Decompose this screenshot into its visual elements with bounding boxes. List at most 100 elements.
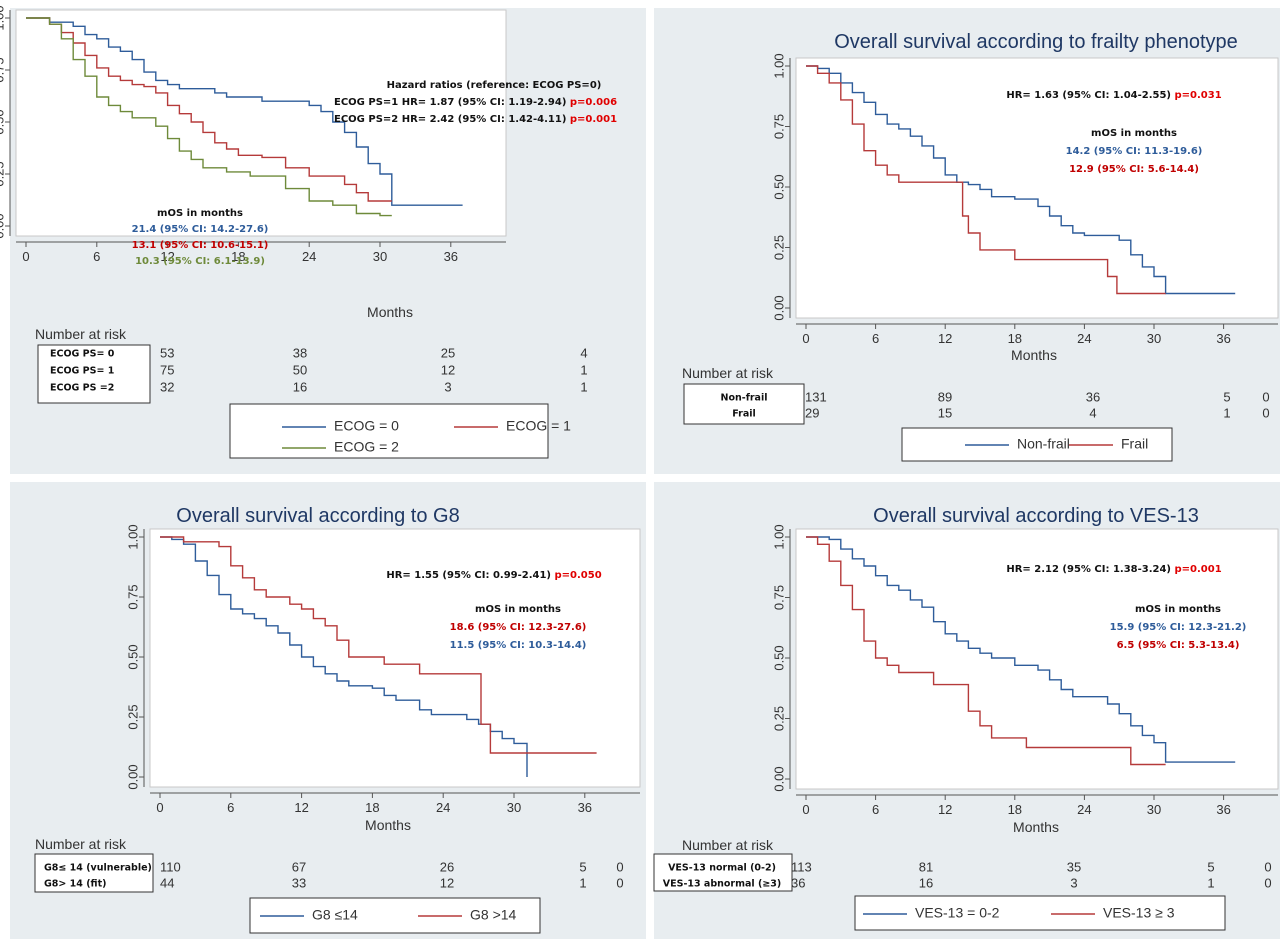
plot-area	[795, 528, 1279, 790]
chart-ecog: Overall survival according to ECOG PS0.0…	[0, 5, 681, 459]
y-tick-label: 0.50	[0, 109, 6, 134]
legend-box	[229, 403, 549, 459]
mos-line: 14.2 (95% CI: 11.3-19.6)	[1066, 146, 1203, 157]
chart-ves13: Overall survival according to VES-13 0.00…	[653, 505, 1279, 931]
risk-label-box	[34, 853, 154, 893]
mos-title: mOS in months	[1135, 604, 1221, 615]
y-tick-label: 0.75	[125, 584, 140, 609]
panel-g8: Overall survival according to G8 0.00 0.25…	[10, 482, 646, 939]
mos-line: 15.9 (95% CI: 12.3-21.2)	[1110, 622, 1247, 633]
risk-row-label: ECOG PS= 1	[50, 366, 114, 377]
hr-p-value: p=0.050	[555, 570, 602, 581]
hr-text: ECOG PS=2 HR= 2.42 (95% CI: 1.42-4.11)	[334, 114, 570, 125]
risk-value: 5	[1223, 389, 1230, 404]
x-tick-label: 24	[436, 800, 450, 815]
legend-label: Non-frail	[1017, 436, 1070, 452]
survival-curve-0	[806, 536, 1236, 763]
risk-value: 1	[579, 875, 586, 890]
x-tick-label: 24	[302, 249, 316, 264]
risk-value: 35	[1067, 859, 1081, 874]
hr-p-value: p=0.006	[570, 97, 617, 108]
risk-value: 50	[293, 362, 307, 377]
y-tick-label: 1.00	[0, 5, 6, 30]
chart-frailty: Overall survival according to frailty ph…	[682, 31, 1279, 462]
plot-area	[15, 9, 507, 237]
survival-curve-1	[806, 536, 1166, 766]
risk-value: 0	[1262, 389, 1269, 404]
risk-value: 53	[160, 345, 174, 360]
risk-value: 36	[1086, 389, 1100, 404]
risk-value: 25	[441, 345, 455, 360]
y-tick-label: 0.25	[0, 161, 6, 186]
x-tick-label: 36	[1216, 802, 1230, 817]
risk-value: 1	[1207, 875, 1214, 890]
mos-line: 21.4 (95% CI: 14.2-27.6)	[132, 224, 269, 235]
hr-line: HR= 2.12 (95% CI: 1.38-3.24) p=0.001	[1006, 564, 1221, 575]
x-tick-label: 6	[93, 249, 100, 264]
risk-value: 3	[444, 379, 451, 394]
legend-label: VES-13 ≥ 3	[1103, 905, 1175, 921]
x-tick-label: 0	[22, 249, 29, 264]
y-tick-label: 0.00	[0, 213, 6, 238]
y-tick-label: 1.00	[771, 53, 786, 78]
hr-line: ECOG PS=1 HR= 1.87 (95% CI: 1.19-2.94) p…	[334, 97, 617, 108]
mos-title: mOS in months	[157, 208, 243, 219]
x-tick-label: 30	[507, 800, 521, 815]
x-axis-label: Months	[1013, 819, 1059, 835]
hr-title: Hazard ratios (reference: ECOG PS=0)	[387, 80, 602, 91]
plot-area	[795, 57, 1279, 319]
risk-value: 1	[1223, 405, 1230, 420]
hr-line: HR= 1.55 (95% CI: 0.99-2.41) p=0.050	[386, 570, 601, 581]
survival-curve-1	[160, 536, 597, 754]
plot-area	[149, 528, 641, 788]
risk-value: 0	[616, 859, 623, 874]
risk-value: 36	[791, 875, 805, 890]
x-tick-label: 30	[373, 249, 387, 264]
risk-value: 81	[919, 859, 933, 874]
hr-text: HR= 1.55 (95% CI: 0.99-2.41)	[386, 570, 554, 581]
x-tick-label: 18	[365, 800, 379, 815]
mos-title: mOS in months	[1091, 128, 1177, 139]
risk-value: 26	[440, 859, 454, 874]
legend-label: ECOG = 1	[506, 418, 571, 434]
mos-line: 12.9 (95% CI: 5.6-14.4)	[1069, 164, 1199, 175]
hr-line: ECOG PS=2 HR= 2.42 (95% CI: 1.42-4.11) p…	[334, 114, 617, 125]
y-tick-label: 0.00	[771, 295, 786, 320]
risk-value: 67	[292, 859, 306, 874]
risk-row-label: G8≤ 14 (vulnerable)	[44, 863, 152, 874]
y-tick-label: 0.75	[771, 585, 786, 610]
risk-value: 0	[1262, 405, 1269, 420]
y-tick-label: 0.25	[771, 706, 786, 731]
x-tick-label: 24	[1077, 802, 1091, 817]
mos-line: 18.6 (95% CI: 12.3-27.6)	[450, 622, 587, 633]
risk-value: 15	[938, 405, 952, 420]
risk-value: 16	[919, 875, 933, 890]
y-tick-label: 0.00	[125, 764, 140, 789]
survival-curve-0	[26, 17, 463, 206]
y-tick-label: 0.75	[771, 114, 786, 139]
x-axis-label: Months	[365, 817, 411, 833]
legend-label: VES-13 = 0-2	[915, 905, 1000, 921]
chart-g8: Overall survival according to G8 0.00 0.25…	[34, 505, 641, 934]
risk-value: 4	[1089, 405, 1096, 420]
risk-value: 5	[1207, 859, 1214, 874]
x-tick-label: 0	[802, 331, 809, 346]
risk-value: 12	[441, 362, 455, 377]
x-tick-label: 30	[1147, 802, 1161, 817]
risk-label-box	[683, 383, 805, 425]
risk-row-label: ECOG PS =2	[50, 383, 114, 394]
risk-header: Number at risk	[682, 365, 774, 381]
risk-value: 33	[292, 875, 306, 890]
y-tick-label: 0.50	[771, 645, 786, 670]
legend-box	[901, 427, 1173, 462]
risk-value: 38	[293, 345, 307, 360]
y-tick-label: 0.75	[0, 57, 6, 82]
panel-ves13: Overall survival according to VES-13 0.00…	[653, 482, 1280, 939]
risk-label-box	[37, 344, 151, 404]
risk-value: 29	[805, 405, 819, 420]
risk-value: 16	[293, 379, 307, 394]
chart-title: Overall survival according to VES-13	[873, 505, 1199, 527]
survival-curve-1	[26, 17, 392, 202]
x-tick-label: 18	[1008, 802, 1022, 817]
hr-text: ECOG PS=1 HR= 1.87 (95% CI: 1.19-2.94)	[334, 97, 570, 108]
